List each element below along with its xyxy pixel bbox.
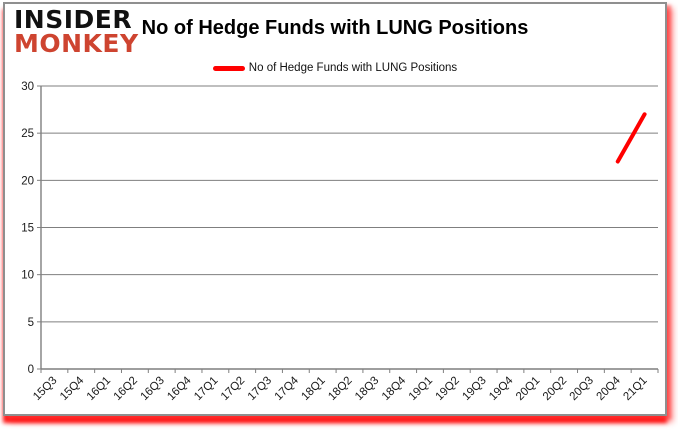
chart-frame: INSIDER MONKEY No of Hedge Funds with LU…	[3, 2, 667, 416]
y-tick-label: 20	[21, 175, 34, 187]
chart-title: No of Hedge Funds with LUNG Positions	[141, 17, 529, 39]
y-tick-label: 30	[21, 81, 34, 93]
x-tick-label: 16Q3	[138, 375, 166, 403]
y-tick-label: 10	[21, 270, 34, 282]
insider-monkey-logo: INSIDER MONKEY	[14, 5, 139, 58]
x-tick-label: 16Q1	[85, 375, 113, 403]
x-tick-label: 16Q4	[165, 374, 194, 403]
x-tick-label: 19Q3	[460, 375, 488, 403]
legend-label: No of Hedge Funds with LUNG Positions	[248, 62, 458, 74]
x-tick-label: 21Q1	[621, 375, 649, 403]
y-tick-label: 5	[28, 317, 34, 329]
x-tick-label: 17Q2	[219, 375, 247, 403]
series-line	[615, 112, 647, 164]
x-tick-label: 20Q1	[514, 375, 542, 403]
x-tick-label: 19Q2	[434, 375, 462, 403]
x-tick-label: 20Q3	[568, 375, 596, 403]
y-tick-label: 0	[28, 364, 34, 376]
legend-line-icon	[212, 65, 245, 71]
x-tick-label: 19Q4	[487, 374, 516, 403]
x-tick-label: 20Q2	[541, 375, 569, 403]
x-tick-label: 18Q1	[299, 375, 327, 403]
logo-line-monkey: MONKEY	[14, 28, 139, 58]
x-tick-label: 19Q1	[407, 375, 435, 403]
legend: No of Hedge Funds with LUNG Positions	[5, 62, 665, 74]
x-tick-label: 15Q4	[58, 374, 87, 403]
logo-line-insider: INSIDER	[14, 5, 133, 34]
x-tick-label: 17Q4	[273, 374, 302, 403]
y-tick-label: 25	[21, 128, 34, 140]
x-tick-label: 20Q4	[594, 374, 623, 403]
y-tick-label: 15	[21, 223, 34, 235]
x-tick-label: 16Q2	[112, 375, 140, 403]
x-tick-label: 15Q3	[31, 375, 59, 403]
x-tick-label: 17Q1	[192, 375, 220, 403]
x-tick-label: 17Q3	[246, 375, 274, 403]
x-tick-label: 18Q3	[353, 375, 381, 403]
x-tick-label: 18Q4	[380, 374, 409, 403]
x-tick-label: 18Q2	[326, 375, 354, 403]
chart-plot: 0 5 10 15 20 25 30 15Q315Q416Q116Q216Q316Q417Q1…	[21, 81, 659, 403]
